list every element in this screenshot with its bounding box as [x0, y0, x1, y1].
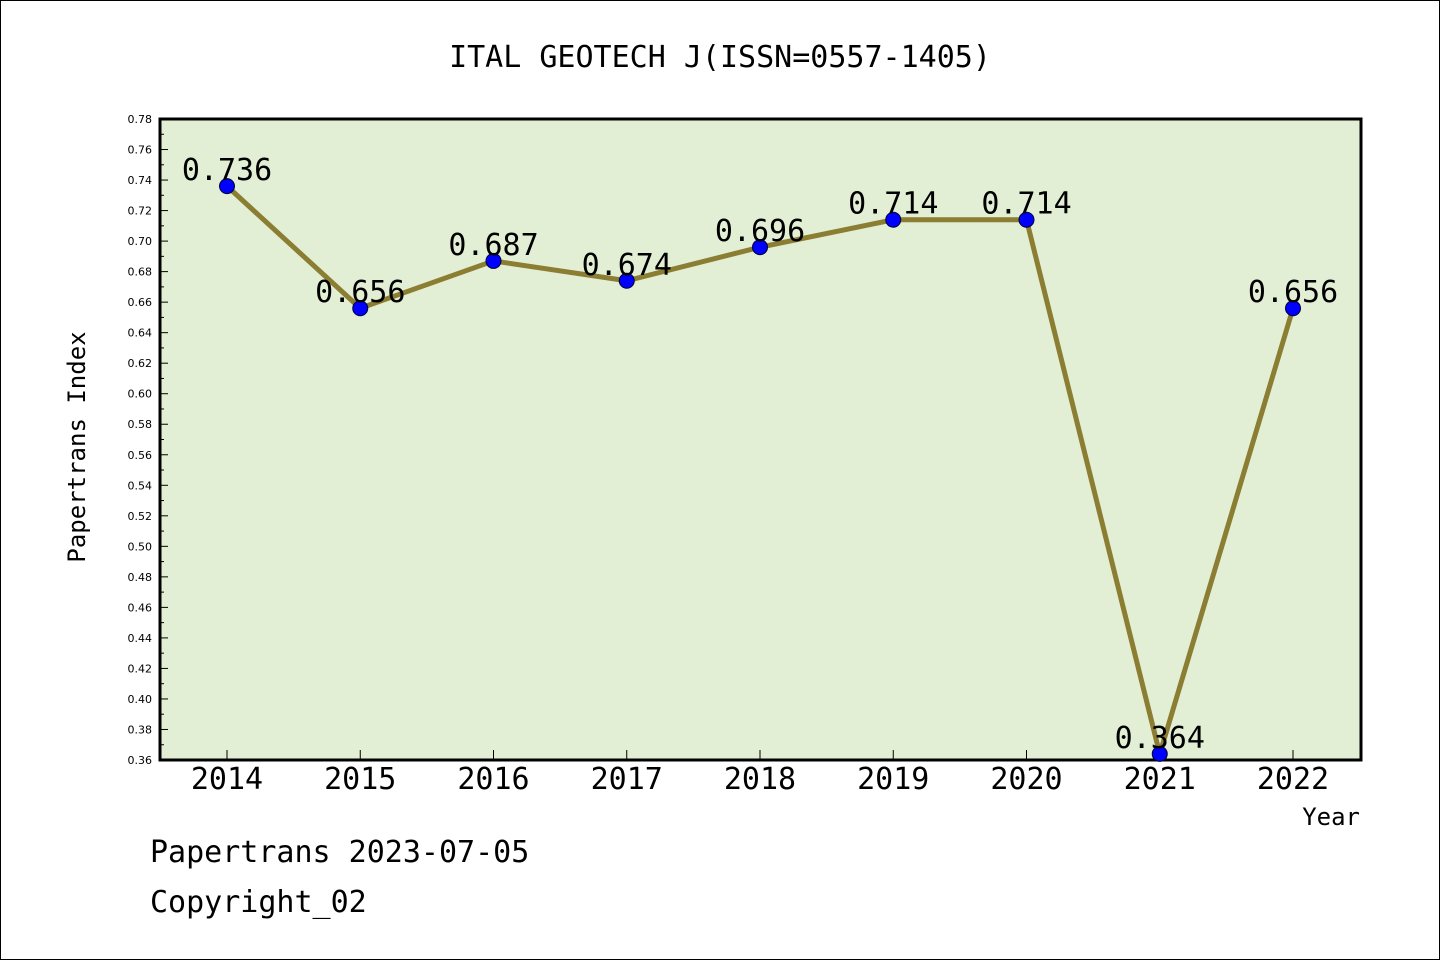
data-point-marker	[485, 252, 502, 269]
y-tick-label: 0.54	[128, 479, 153, 492]
data-point-marker	[1285, 300, 1301, 317]
y-axis-label: Papertrans Index	[63, 331, 91, 562]
y-tick-label: 0.36	[128, 754, 153, 767]
x-axis-label: Year	[1302, 803, 1360, 831]
source-date-text: Papertrans 2023-07-05	[150, 835, 530, 870]
chart-title: ITAL GEOTECH J(ISSN=0557-1405)	[449, 40, 991, 75]
x-tick-label: 2020	[990, 762, 1062, 797]
y-tick-label: 0.60	[128, 388, 153, 401]
y-tick-label: 0.52	[128, 510, 153, 523]
plot-area	[158, 117, 1363, 762]
copyright-text: Copyright_02	[150, 885, 367, 920]
y-tick-label: 0.66	[128, 296, 153, 309]
x-tick-label: 2018	[724, 762, 796, 797]
y-tick-label: 0.50	[128, 540, 153, 553]
data-point-label: 0.364	[1115, 721, 1205, 756]
data-point-label: 0.674	[582, 248, 672, 283]
y-axis-ticks: 0.36 0.38 0.40 0.42 0.44 0.46 0.48 0.50 0.52 0.54…	[128, 113, 168, 767]
x-tick-label: 2022	[1257, 762, 1329, 797]
data-point-marker	[219, 178, 235, 195]
data-point-marker	[752, 239, 768, 256]
y-tick-label: 0.38	[128, 723, 153, 736]
data-point-label: 0.714	[848, 187, 938, 222]
data-point-marker	[1018, 211, 1035, 228]
y-tick-label: 0.70	[128, 235, 153, 248]
y-tick-label: 0.58	[128, 418, 153, 431]
y-tick-label: 0.74	[128, 174, 153, 187]
x-tick-label: 2019	[857, 762, 929, 797]
data-point-label: 0.656	[1248, 275, 1338, 310]
y-tick-label: 0.76	[128, 144, 153, 157]
y-tick-label: 0.44	[128, 632, 153, 645]
y-tick-label: 0.72	[128, 205, 153, 218]
data-point-marker	[885, 211, 902, 228]
y-tick-label: 0.64	[128, 327, 153, 340]
data-point-marker	[1151, 745, 1168, 762]
x-axis-ticks: 2014 2015 2016 2017 2018 2019 2020 2021 2022	[191, 750, 1329, 797]
y-tick-label: 0.40	[128, 693, 153, 706]
data-markers	[219, 178, 1301, 762]
y-tick-label: 0.48	[128, 571, 153, 584]
y-tick-label: 0.56	[128, 449, 153, 462]
x-tick-label: 2016	[457, 762, 529, 797]
y-tick-label: 0.46	[128, 601, 153, 614]
y-tick-label: 0.62	[128, 357, 153, 370]
x-tick-label: 2021	[1124, 762, 1196, 797]
y-tick-label: 0.42	[128, 662, 153, 675]
x-tick-label: 2015	[324, 762, 396, 797]
data-labels: 0.736 0.656 0.687 0.674 0.696 0.714 0.714 0.364…	[182, 153, 1338, 756]
data-point-label: 0.696	[715, 214, 805, 249]
data-point-label: 0.736	[182, 153, 272, 188]
y-tick-label: 0.78	[128, 113, 153, 126]
data-point-label: 0.714	[981, 187, 1071, 222]
data-point-label: 0.656	[315, 275, 405, 310]
y-tick-label: 0.68	[128, 266, 153, 279]
x-tick-label: 2017	[591, 762, 663, 797]
data-point-marker	[618, 272, 635, 289]
data-point-label: 0.687	[448, 228, 538, 263]
data-point-marker	[352, 300, 369, 317]
x-tick-label: 2014	[191, 762, 263, 797]
